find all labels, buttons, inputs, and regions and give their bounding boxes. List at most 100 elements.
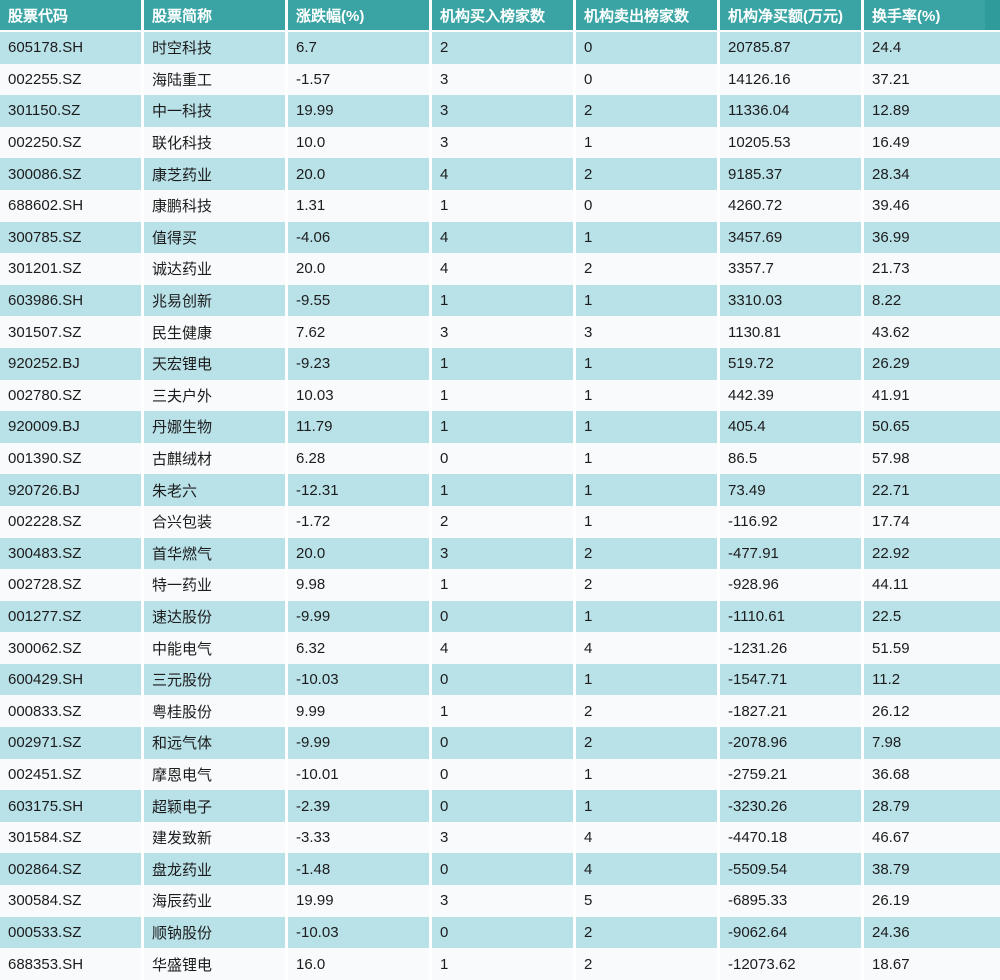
- table-row: 301150.SZ 中一科技 19.99 3 2 11336.04 12.89: [0, 95, 1000, 127]
- cell-code: 002728.SZ: [0, 569, 144, 601]
- cell-pct-change: -9.99: [288, 727, 432, 759]
- cell-inst-sell-count: 0: [576, 189, 720, 222]
- cell-code: 300785.SZ: [0, 221, 144, 254]
- cell-inst-sell-count: 3: [576, 316, 720, 348]
- cell-inst-net-buy: -2078.96: [720, 727, 864, 759]
- cell-inst-sell-count: 1: [576, 663, 720, 696]
- cell-inst-sell-count: 2: [576, 948, 720, 980]
- cell-inst-net-buy: 10205.53: [720, 126, 864, 159]
- cell-inst-buy-count: 4: [432, 632, 576, 664]
- cell-name: 速达股份: [144, 600, 288, 633]
- cell-name: 顺钠股份: [144, 916, 288, 949]
- cell-name: 超颖电子: [144, 790, 288, 822]
- cell-pct-change: -1.57: [288, 63, 432, 96]
- cell-code: 300483.SZ: [0, 537, 144, 570]
- cell-code: 920252.BJ: [0, 347, 144, 380]
- cell-code: 300062.SZ: [0, 632, 144, 664]
- table-row: 301507.SZ 民生健康 7.62 3 3 1130.81 43.62: [0, 316, 1000, 348]
- cell-inst-net-buy: 73.49: [720, 474, 864, 506]
- cell-name: 三夫户外: [144, 379, 288, 412]
- cell-inst-buy-count: 1: [432, 284, 576, 317]
- cell-inst-buy-count: 1: [432, 411, 576, 443]
- table-row: 002728.SZ 特一药业 9.98 1 2 -928.96 44.11: [0, 569, 1000, 601]
- cell-name: 丹娜生物: [144, 411, 288, 443]
- cell-turnover-rate: 51.59: [872, 639, 910, 657]
- header-cell-inst-buy-count: 机构买入榜家数: [432, 0, 576, 30]
- cell-inst-sell-count: 2: [576, 158, 720, 190]
- table-row: 300584.SZ 海辰药业 19.99 3 5 -6895.33 26.19: [0, 885, 1000, 917]
- cell-pct-change: -1.48: [288, 853, 432, 886]
- cell-name: 三元股份: [144, 663, 288, 696]
- cell-pct-change: -1.72: [288, 505, 432, 538]
- cell-inst-net-buy: 519.72: [720, 347, 864, 380]
- cell-inst-net-buy: -4470.18: [720, 821, 864, 854]
- cell-inst-sell-count: 1: [576, 474, 720, 506]
- cell-pct-change: -2.39: [288, 790, 432, 822]
- cell-pct-change: 6.32: [288, 632, 432, 664]
- cell-name: 兆易创新: [144, 284, 288, 317]
- cell-inst-sell-count: 2: [576, 569, 720, 601]
- cell-pct-change: 20.0: [288, 537, 432, 570]
- cell-pct-change: -10.03: [288, 916, 432, 949]
- table-row: 920726.BJ 朱老六 -12.31 1 1 73.49 22.71: [0, 474, 1000, 506]
- header-cell-inst-sell-count: 机构卖出榜家数: [576, 0, 720, 30]
- cell-inst-buy-count: 3: [432, 126, 576, 159]
- header-cell-name: 股票简称: [144, 0, 288, 30]
- cell-inst-buy-count: 1: [432, 189, 576, 222]
- cell-inst-net-buy: 3357.7: [720, 253, 864, 285]
- cell-pct-change: -10.03: [288, 663, 432, 696]
- header-tail-strip: [985, 0, 1000, 30]
- cell-name: 中能电气: [144, 632, 288, 664]
- cell-inst-net-buy: -9062.64: [720, 916, 864, 949]
- cell-turnover-rate: 12.89: [872, 102, 910, 120]
- cell-pct-change: -12.31: [288, 474, 432, 506]
- cell-name: 建发致新: [144, 821, 288, 854]
- cell-inst-buy-count: 3: [432, 63, 576, 96]
- cell-name: 和远气体: [144, 727, 288, 759]
- cell-inst-buy-count: 4: [432, 253, 576, 285]
- cell-turnover-rate: 37.21: [872, 70, 910, 88]
- cell-pct-change: 1.31: [288, 189, 432, 222]
- cell-pct-change: 9.98: [288, 569, 432, 601]
- cell-turnover-rate: 22.92: [872, 544, 910, 562]
- cell-name: 华盛锂电: [144, 948, 288, 980]
- cell-inst-sell-count: 2: [576, 916, 720, 949]
- cell-inst-sell-count: 4: [576, 853, 720, 886]
- table-body: 605178.SH 时空科技 6.7 2 0 20785.87 24.4 002255.SZ 海…: [0, 32, 1000, 980]
- cell-name: 康芝药业: [144, 158, 288, 190]
- cell-name: 时空科技: [144, 32, 288, 64]
- cell-pct-change: 19.99: [288, 885, 432, 917]
- cell-turnover-rate: 24.4: [872, 39, 902, 57]
- table-row: 301201.SZ 诚达药业 20.0 4 2 3357.7 21.73: [0, 253, 1000, 285]
- cell-inst-buy-count: 2: [432, 505, 576, 538]
- table-row: 603175.SH 超颖电子 -2.39 0 1 -3230.26 28.79: [0, 790, 1000, 822]
- cell-pct-change: 10.03: [288, 379, 432, 412]
- cell-code: 920726.BJ: [0, 474, 144, 506]
- table-row: 920252.BJ 天宏锂电 -9.23 1 1 519.72 26.29: [0, 347, 1000, 380]
- cell-inst-sell-count: 0: [576, 32, 720, 64]
- cell-code: 605178.SH: [0, 32, 144, 64]
- cell-inst-sell-count: 1: [576, 284, 720, 317]
- cell-name: 值得买: [144, 221, 288, 254]
- cell-pct-change: 7.62: [288, 316, 432, 348]
- cell-inst-net-buy: 3310.03: [720, 284, 864, 317]
- cell-code: 000533.SZ: [0, 916, 144, 949]
- cell-turnover-rate: 43.62: [872, 323, 910, 341]
- cell-inst-sell-count: 1: [576, 758, 720, 791]
- header-cell-code: 股票代码: [0, 0, 144, 30]
- cell-inst-net-buy: 4260.72: [720, 189, 864, 222]
- cell-code: 002250.SZ: [0, 126, 144, 159]
- cell-inst-buy-count: 1: [432, 347, 576, 380]
- cell-turnover-rate: 44.11: [872, 576, 909, 594]
- cell-pct-change: 20.0: [288, 253, 432, 285]
- cell-name: 特一药业: [144, 569, 288, 601]
- cell-turnover-rate: 22.5: [872, 607, 902, 625]
- cell-inst-sell-count: 2: [576, 695, 720, 728]
- cell-name: 康鹏科技: [144, 189, 288, 222]
- cell-inst-buy-count: 1: [432, 379, 576, 412]
- header-cell-inst-net-buy: 机构净买额(万元): [720, 0, 864, 30]
- cell-inst-buy-count: 1: [432, 948, 576, 980]
- cell-code: 920009.BJ: [0, 411, 144, 443]
- cell-code: 001277.SZ: [0, 600, 144, 633]
